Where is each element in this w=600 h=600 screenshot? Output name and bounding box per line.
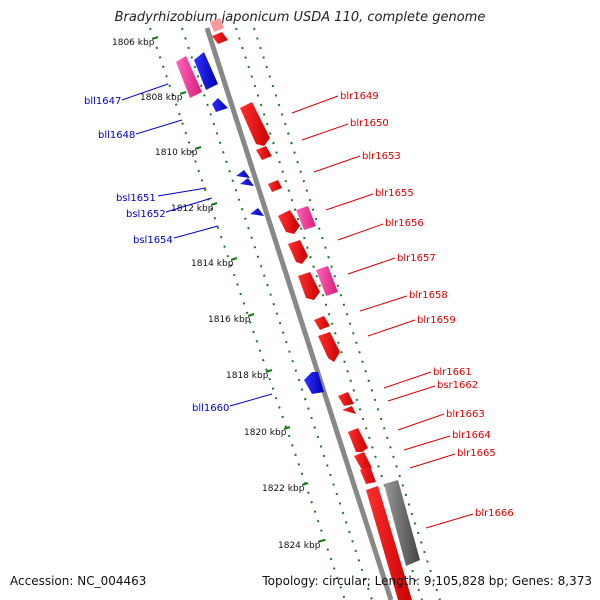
scale-tick <box>301 482 309 486</box>
scale-label: 1820 kbp <box>244 428 287 438</box>
gene-label-blr1666[interactable]: blr1666 <box>475 508 514 519</box>
leader-line <box>165 197 213 213</box>
genome-backbone <box>204 27 394 600</box>
gene-arrow-blr1666-grey[interactable] <box>384 480 420 566</box>
leader-line <box>301 123 349 141</box>
gene-features <box>176 18 420 600</box>
scale-tick <box>247 313 255 317</box>
gene-arrow-blr1663[interactable] <box>348 428 368 452</box>
leader-line <box>347 257 396 275</box>
leader-line <box>383 371 432 389</box>
gene-label-blr1658[interactable]: blr1658 <box>409 290 448 301</box>
scale-label: 1812 kbp <box>171 204 214 214</box>
leader-line <box>403 435 451 451</box>
gene-arrow-blr1650[interactable] <box>256 146 272 160</box>
leader-line <box>425 513 474 529</box>
leader-line <box>229 393 273 407</box>
gene-arrow-bll1660[interactable] <box>304 372 324 394</box>
scale-tick <box>151 36 159 40</box>
scale-tick <box>283 426 291 430</box>
gene-label-bll1648[interactable]: bll1648 <box>98 130 135 141</box>
gene-label-blr1659[interactable]: blr1659 <box>417 315 456 326</box>
scale-tick <box>194 146 202 150</box>
gene-arrow-bll1647-pink[interactable] <box>176 56 202 98</box>
leader-line <box>397 413 445 431</box>
gene-label-blr1650[interactable]: blr1650 <box>350 118 389 129</box>
leader-line <box>313 155 361 173</box>
gene-arrow-bsl1654[interactable] <box>250 208 264 216</box>
gene-label-blr1663[interactable]: blr1663 <box>446 409 485 420</box>
gene-label-blr1665[interactable]: blr1665 <box>457 448 496 459</box>
scale-track <box>149 27 346 600</box>
scale-tick <box>210 202 218 206</box>
gene-arrow-bsl1651[interactable] <box>236 170 250 178</box>
gene-arrow-blr1665[interactable] <box>360 466 376 484</box>
leader-line <box>325 193 374 211</box>
leader-line <box>135 119 183 135</box>
scale-label: 1814 kbp <box>191 259 234 269</box>
gene-arrow-blr1659[interactable] <box>318 332 340 362</box>
leader-line <box>409 453 456 469</box>
gene-arrow-blr1661[interactable] <box>338 392 354 406</box>
accession-label: Accession: NC_004463 <box>10 574 147 588</box>
gene-label-blr1653[interactable]: blr1653 <box>362 151 401 162</box>
gene-arrow-blr1658[interactable] <box>314 316 330 330</box>
gene-label-blr1655[interactable]: blr1655 <box>375 188 414 199</box>
leader-line <box>173 225 219 239</box>
scale-tick <box>179 91 187 95</box>
gene-arrow-blr1655[interactable] <box>278 210 300 234</box>
gene-labels: bll1647 bll1648 bsl1651 bsl1652 bsl1654 bll16… <box>84 83 514 529</box>
gene-label-bll1660[interactable]: bll1660 <box>192 403 229 414</box>
leader-line <box>291 95 339 114</box>
outer-forward-track <box>253 27 441 600</box>
leader-line <box>121 83 169 101</box>
scale-tick <box>265 369 273 373</box>
gene-arrow-bll1647-blue[interactable] <box>194 52 218 90</box>
leader-line <box>337 223 384 241</box>
gene-arrow-bsr1662[interactable] <box>342 406 356 414</box>
gene-label-bsl1652[interactable]: bsl1652 <box>126 209 166 220</box>
scale-label: 1806 kbp <box>112 38 155 48</box>
gene-label-bsr1662[interactable]: bsr1662 <box>437 380 478 391</box>
scale-tick <box>230 257 238 261</box>
map-title: Bradyrhizobium japonicum USDA 110, compl… <box>114 10 486 25</box>
gene-label-bsl1651[interactable]: bsl1651 <box>116 193 156 204</box>
scale-label: 1824 kbp <box>278 541 321 551</box>
scale-label: 1818 kbp <box>226 371 269 381</box>
gene-arrow-blr1657-pink[interactable] <box>316 266 338 296</box>
leader-line <box>367 319 416 337</box>
scale-tick <box>317 539 325 543</box>
scale-label: 1808 kbp <box>140 93 183 103</box>
gene-label-bsl1654[interactable]: bsl1654 <box>133 235 173 246</box>
gene-arrow-blr1649[interactable] <box>240 102 270 146</box>
gene-arrow-blr1657[interactable] <box>298 272 320 300</box>
gene-arrow-blr1653[interactable] <box>268 180 282 192</box>
gene-label-blr1664[interactable]: blr1664 <box>452 430 491 441</box>
gene-arrow-bll1648[interactable] <box>212 98 228 112</box>
gene-arrow-blr1664[interactable] <box>354 452 372 470</box>
gene-label-bll1647[interactable]: bll1647 <box>84 96 121 107</box>
inner-reverse-track <box>181 27 373 600</box>
scale-label: 1822 kbp <box>262 484 305 494</box>
gene-arrow-fwd-stub[interactable] <box>212 32 228 44</box>
genome-summary: Topology: circular; Length: 9,105,828 bp… <box>262 574 592 588</box>
scale-ticks: 1806 kbp 1808 kbp 1810 kbp 1812 kbp 1814 kbp… <box>112 36 325 551</box>
gene-arrow-blr1656-pink[interactable] <box>296 206 316 230</box>
gene-arrow-fwd-stub2[interactable] <box>210 18 224 32</box>
gene-label-blr1649[interactable]: blr1649 <box>340 91 379 102</box>
leader-line <box>387 385 436 402</box>
leader-line <box>359 295 408 312</box>
gene-arrow-blr1666[interactable] <box>366 486 412 600</box>
gene-label-blr1656[interactable]: blr1656 <box>385 218 424 229</box>
gene-label-blr1661[interactable]: blr1661 <box>433 367 472 378</box>
gene-label-blr1657[interactable]: blr1657 <box>397 253 436 264</box>
gene-arrow-bsl1652[interactable] <box>240 178 254 186</box>
scale-label: 1816 kbp <box>208 315 251 325</box>
gene-arrow-blr1656[interactable] <box>288 240 308 264</box>
leader-line <box>157 187 207 197</box>
scale-label: 1810 kbp <box>155 148 198 158</box>
